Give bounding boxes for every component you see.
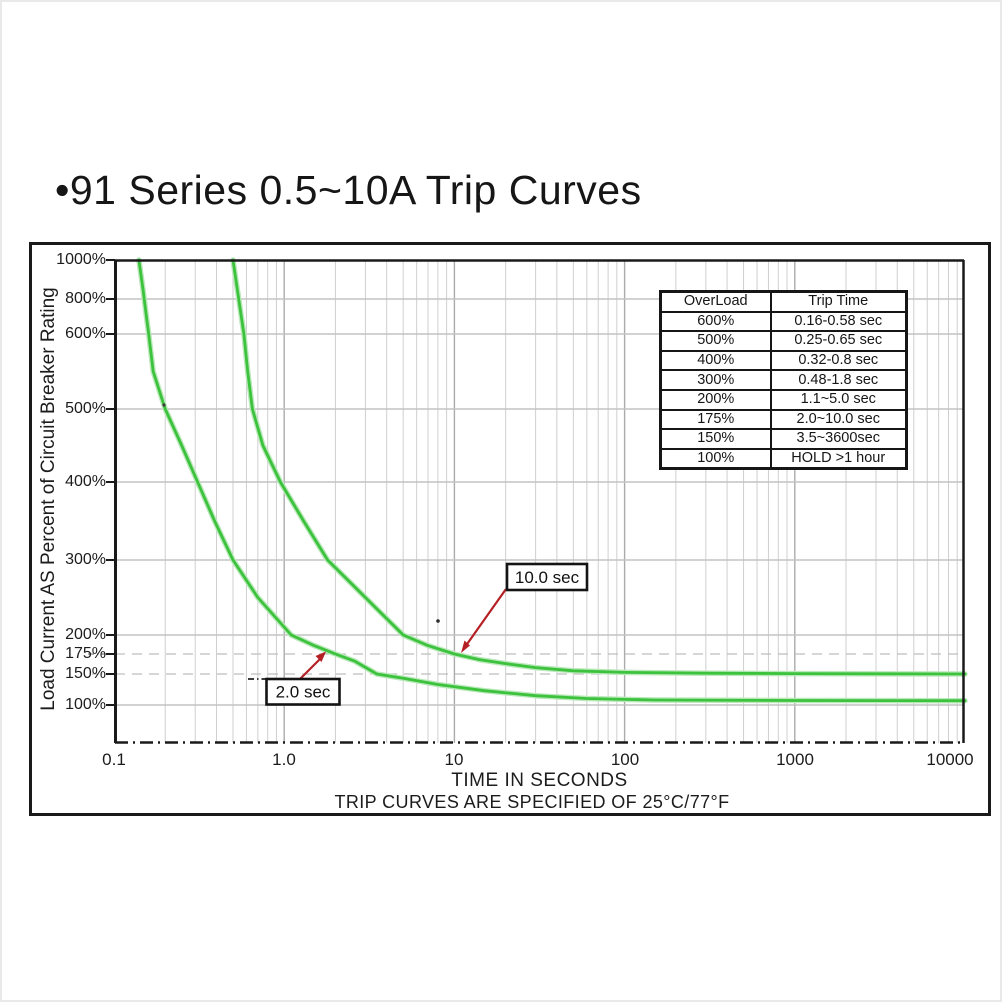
table-row: 600% 0.16-0.58 sec [659, 310, 908, 333]
overload-cell: 150% [659, 428, 772, 450]
overload-cell: 300% [659, 369, 772, 391]
table-row: 300% 0.48-1.8 sec [659, 369, 908, 391]
table-header-row: OverLoad Trip Time [659, 290, 908, 313]
triptime-cell: 0.25-0.65 sec [769, 330, 908, 352]
table-row: 100% HOLD >1 hour [659, 447, 908, 470]
table-row: 500% 0.25-0.65 sec [659, 330, 908, 352]
triptime-cell: 0.48-1.8 sec [769, 369, 908, 391]
y-tick-200: 200% [65, 626, 106, 643]
overload-cell: 500% [659, 330, 772, 352]
y-tick-600: 600% [65, 325, 106, 342]
table-header-overload: OverLoad [659, 290, 772, 313]
table-row: 150% 3.5~3600sec [659, 428, 908, 450]
page-title: •91 Series 0.5~10A Trip Curves [55, 167, 642, 213]
table-row: 400% 0.32-0.8 sec [659, 349, 908, 372]
y-tick-150: 150% [65, 665, 106, 682]
x-tick-10000: 10000 [926, 750, 974, 769]
y-tick-800: 800% [65, 290, 106, 307]
y-tick-500: 500% [65, 400, 106, 417]
chart-footnote: TRIP CURVES ARE SPECIFIED OF 25°C/77°F [334, 792, 730, 812]
table-row: 175% 2.0~10.0 sec [659, 408, 908, 431]
y-tick-1000: 1000% [56, 251, 106, 268]
x-tick-100: 100 [610, 750, 640, 769]
triptime-cell: 0.32-0.8 sec [769, 349, 908, 372]
overload-cell: 400% [659, 349, 772, 372]
triptime-cell: 1.1~5.0 sec [769, 388, 908, 411]
x-tick-0_1: 0.1 [102, 750, 126, 769]
x-axis-title: TIME IN SECONDS [451, 770, 628, 791]
triptime-cell: HOLD >1 hour [769, 447, 908, 470]
triptime-cell: 3.5~3600sec [769, 428, 908, 450]
y-tick-100: 100% [65, 696, 106, 713]
table-row: 200% 1.1~5.0 sec [659, 388, 908, 411]
overload-cell: 600% [659, 310, 772, 333]
x-tick-10: 10 [444, 750, 464, 769]
triptime-cell: 0.16-0.58 sec [769, 310, 908, 333]
y-tick-400: 400% [65, 473, 106, 490]
x-tick-1_0: 1.0 [272, 750, 296, 769]
y-tick-175: 175% [65, 645, 106, 662]
overload-cell: 200% [659, 388, 772, 411]
table-header-triptime: Trip Time [769, 290, 908, 313]
overload-cell: 175% [659, 408, 772, 431]
x-tick-1000: 1000 [776, 750, 814, 769]
overload-cell: 100% [659, 447, 772, 470]
y-tick-300: 300% [65, 551, 106, 568]
triptime-cell: 2.0~10.0 sec [769, 408, 908, 431]
trip-time-table: OverLoad Trip Time 600% 0.16-0.58 sec 500… [659, 290, 908, 471]
